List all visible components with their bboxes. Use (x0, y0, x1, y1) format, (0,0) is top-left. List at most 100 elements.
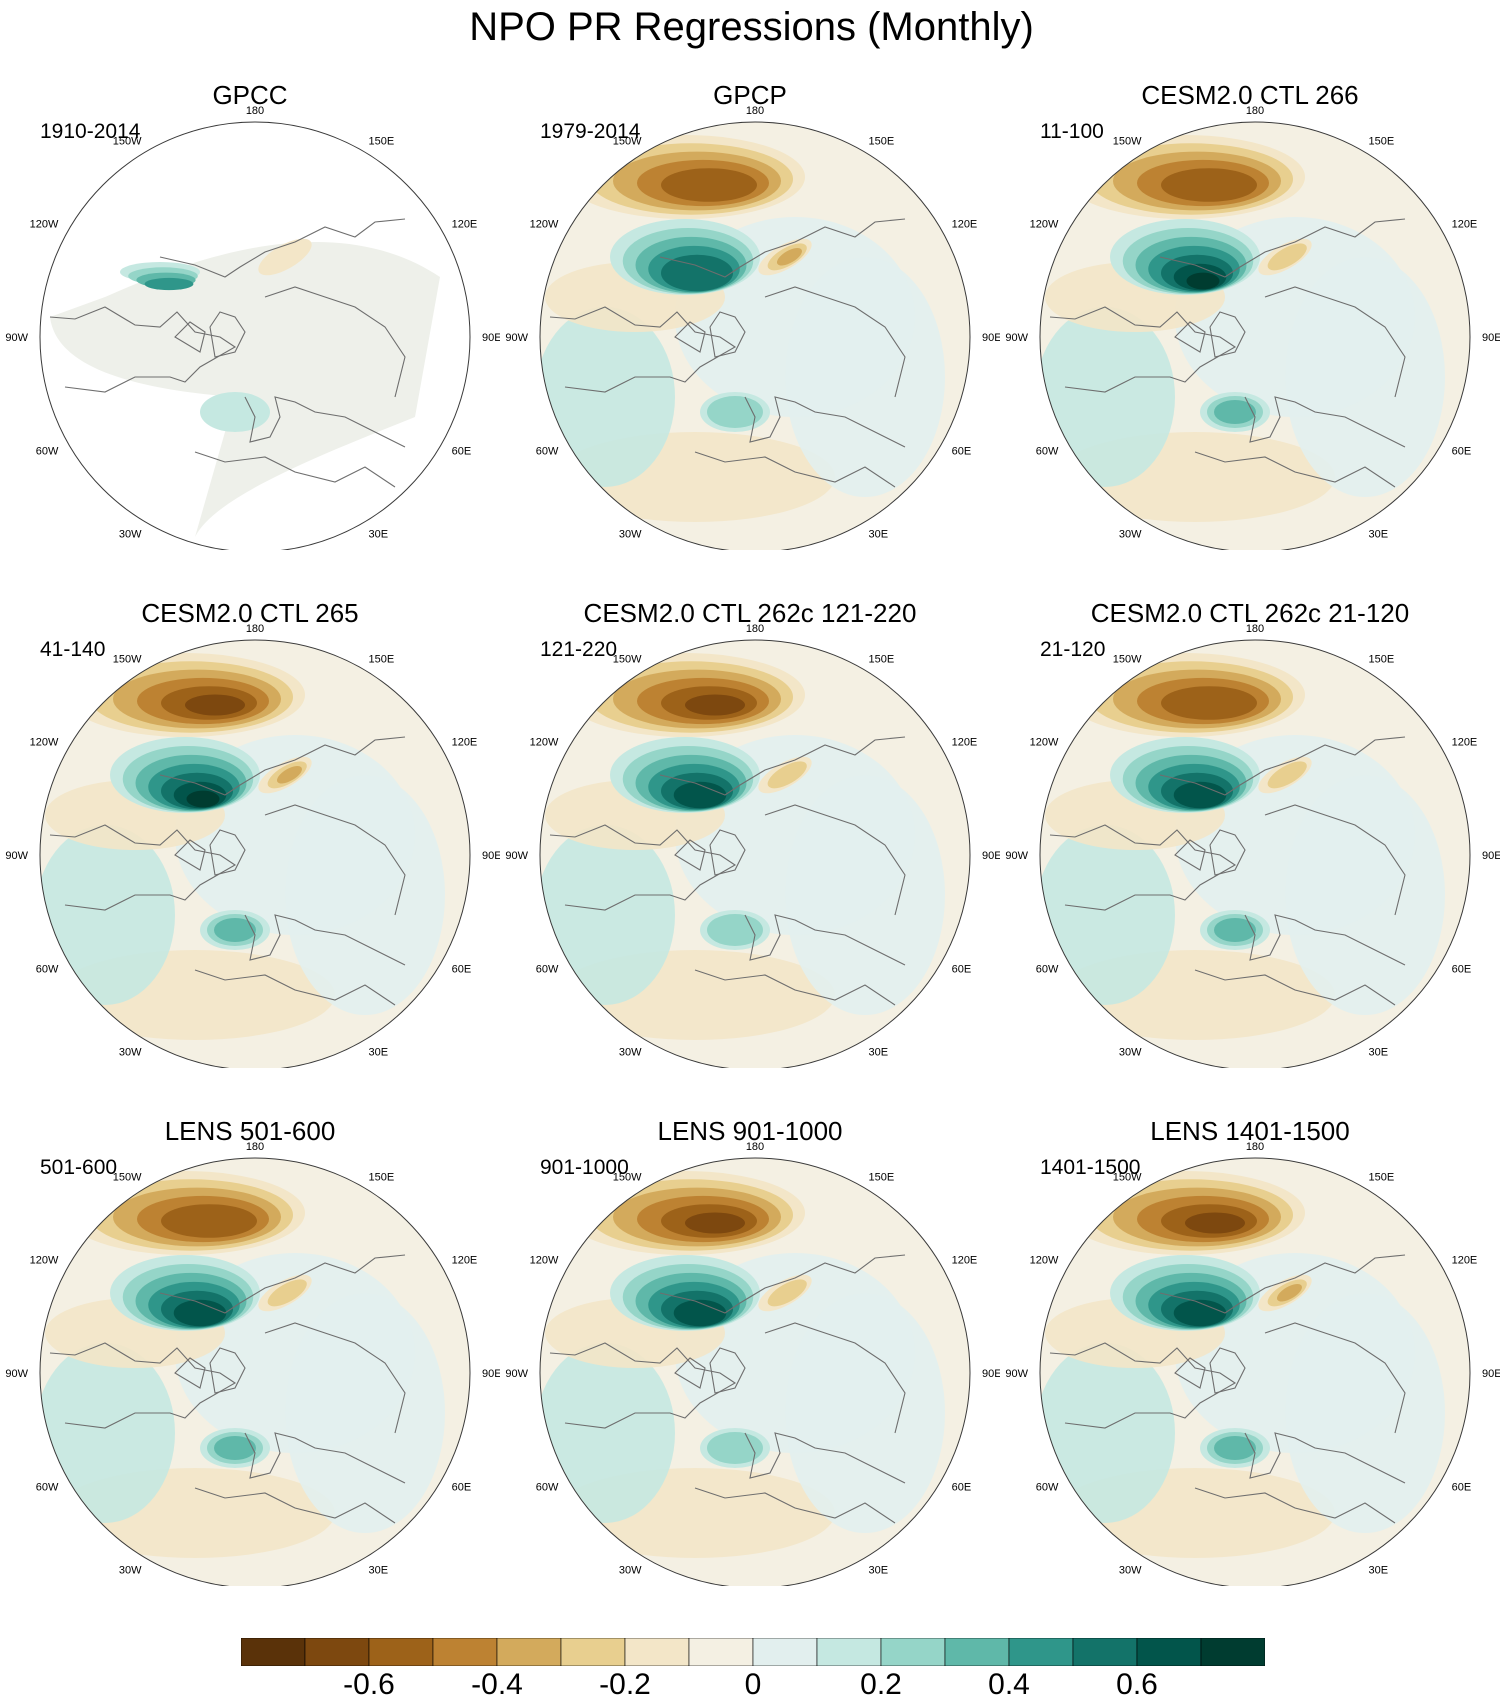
map-boundary (539, 121, 971, 550)
longitude-label: 150W (1113, 1171, 1142, 1183)
longitude-label: 150W (613, 653, 642, 665)
coastline (694, 451, 896, 488)
coastline (674, 321, 706, 353)
coastline (1209, 829, 1246, 876)
atlantic-wet-contour (1214, 1436, 1256, 1460)
colorbar-swatch (1072, 1637, 1138, 1667)
coastline (1194, 969, 1396, 1006)
coastline (744, 1432, 906, 1484)
longitude-label: 60E (1452, 964, 1472, 976)
field-layer (1040, 1158, 1470, 1586)
panel-period: 41-140 (40, 638, 106, 661)
longitude-label: 120E (1452, 1255, 1478, 1267)
anomaly-patch (540, 825, 675, 1005)
coastline (1049, 306, 1237, 393)
coastline (764, 286, 906, 398)
panel-period: 121-220 (540, 638, 618, 661)
coastline (1159, 1254, 1406, 1314)
longitude-label: 30E (369, 1047, 389, 1059)
coastline (1194, 451, 1396, 488)
colorbar-svg (240, 1637, 1266, 1667)
anomaly-patch (540, 1343, 675, 1523)
pacific-dry-contour (685, 1212, 745, 1234)
map-panel: GPCC1910-2014180150E120E90E60E30E030W60W… (0, 80, 500, 550)
coastline (159, 1254, 406, 1314)
longitude-label: 180 (246, 623, 264, 635)
atlantic-wet-contour (200, 392, 270, 432)
coastline (1244, 1432, 1406, 1484)
longitude-label: 150W (1113, 135, 1142, 147)
panel-title: CESM2.0 CTL 262c 21-120 (1090, 598, 1410, 628)
panel-title: GPCP (713, 80, 787, 110)
polar-map: 180150E120E90E60E30E030W60W90W120W150W (1005, 623, 1500, 1068)
colorbar-tick-label: 0 (744, 1668, 762, 1701)
longitude-label: 150E (1369, 653, 1395, 665)
longitude-label: 150E (369, 1171, 395, 1183)
panel-title: GPCC (212, 80, 288, 110)
polar-map: 180150E120E90E60E30E030W60W90W120W150W (505, 1141, 1000, 1586)
coastline (694, 969, 896, 1006)
map-panel: LENS 501-600501-600180150E120E90E60E30E0… (0, 1116, 500, 1586)
colorbar-swatch (496, 1637, 562, 1667)
longitude-label: 150W (113, 653, 142, 665)
longitude-label: 30W (1119, 1565, 1142, 1577)
longitude-label: 120E (1452, 219, 1478, 231)
coastline (744, 914, 906, 966)
pacific-dry-contour (161, 1204, 257, 1238)
coastline (264, 1322, 406, 1434)
colorbar-tick-label: -0.4 (471, 1668, 523, 1701)
longitude-label: 60W (1036, 446, 1059, 458)
anomaly-patch (1040, 825, 1175, 1005)
panel-title: LENS 1401-1500 (1150, 1116, 1350, 1146)
colorbar-swatch (368, 1637, 434, 1667)
coastline (194, 1487, 396, 1524)
longitude-label: 60W (536, 964, 559, 976)
alaska-wet-contour (1186, 272, 1220, 290)
longitude-label: 120W (30, 737, 59, 749)
coastline (159, 218, 406, 278)
coastline (209, 1347, 246, 1394)
longitude-label: 180 (1246, 105, 1264, 117)
alaska-wet-contour (1173, 1299, 1227, 1327)
coastline (264, 286, 406, 398)
colorbar-swatch (304, 1637, 370, 1667)
anomaly-patch (540, 307, 675, 487)
longitude-label: 120W (30, 219, 59, 231)
map-boundary (539, 639, 971, 1068)
alaska-wet-contour (1173, 781, 1227, 809)
longitude-label: 180 (246, 1141, 264, 1153)
longitude-label: 120E (952, 737, 978, 749)
alaska-wet-contour (673, 781, 727, 809)
longitude-label: 150E (869, 135, 895, 147)
map-boundary (539, 1157, 971, 1586)
longitude-label: 120W (530, 737, 559, 749)
panel-title: CESM2.0 CTL 265 (141, 598, 359, 628)
longitude-label: 120E (952, 1255, 978, 1267)
coastline (1264, 804, 1406, 916)
coastline (709, 1347, 746, 1394)
panel-title: LENS 501-600 (164, 1116, 336, 1146)
coastline (1244, 914, 1406, 966)
longitude-label: 180 (746, 105, 764, 117)
siberia-dry-contour (1276, 1284, 1302, 1302)
longitude-label: 60W (1036, 1482, 1059, 1494)
coastline (659, 1254, 906, 1314)
colorbar-swatch (688, 1637, 754, 1667)
colorbar-swatch (816, 1637, 882, 1667)
polar-map: 180150E120E90E60E30E030W60W90W120W150W (505, 105, 1000, 550)
map-panel: LENS 1401-1500 1401-1500 180 150E 120E 90E 60E… (1000, 1116, 1500, 1586)
colorbar-labels: -0.6 -0.4 -0.2 0 0.2 0.4 0.6 (0, 1668, 1503, 1705)
field-layer (40, 640, 470, 1068)
longitude-label: 90W (1005, 1368, 1028, 1380)
coastline (1174, 1357, 1206, 1389)
longitude-label: 90W (5, 850, 28, 862)
coastline (1264, 1322, 1406, 1434)
longitude-label: 60W (536, 1482, 559, 1494)
map-boundary (39, 639, 471, 1068)
map-boundary (1039, 121, 1471, 550)
coastline (1159, 736, 1406, 796)
atlantic-wet-contour (214, 1436, 256, 1460)
longitude-label: 150E (1369, 135, 1395, 147)
panel-period: 501-600 (40, 1156, 118, 1179)
alaska-wet-contour (173, 1299, 227, 1327)
